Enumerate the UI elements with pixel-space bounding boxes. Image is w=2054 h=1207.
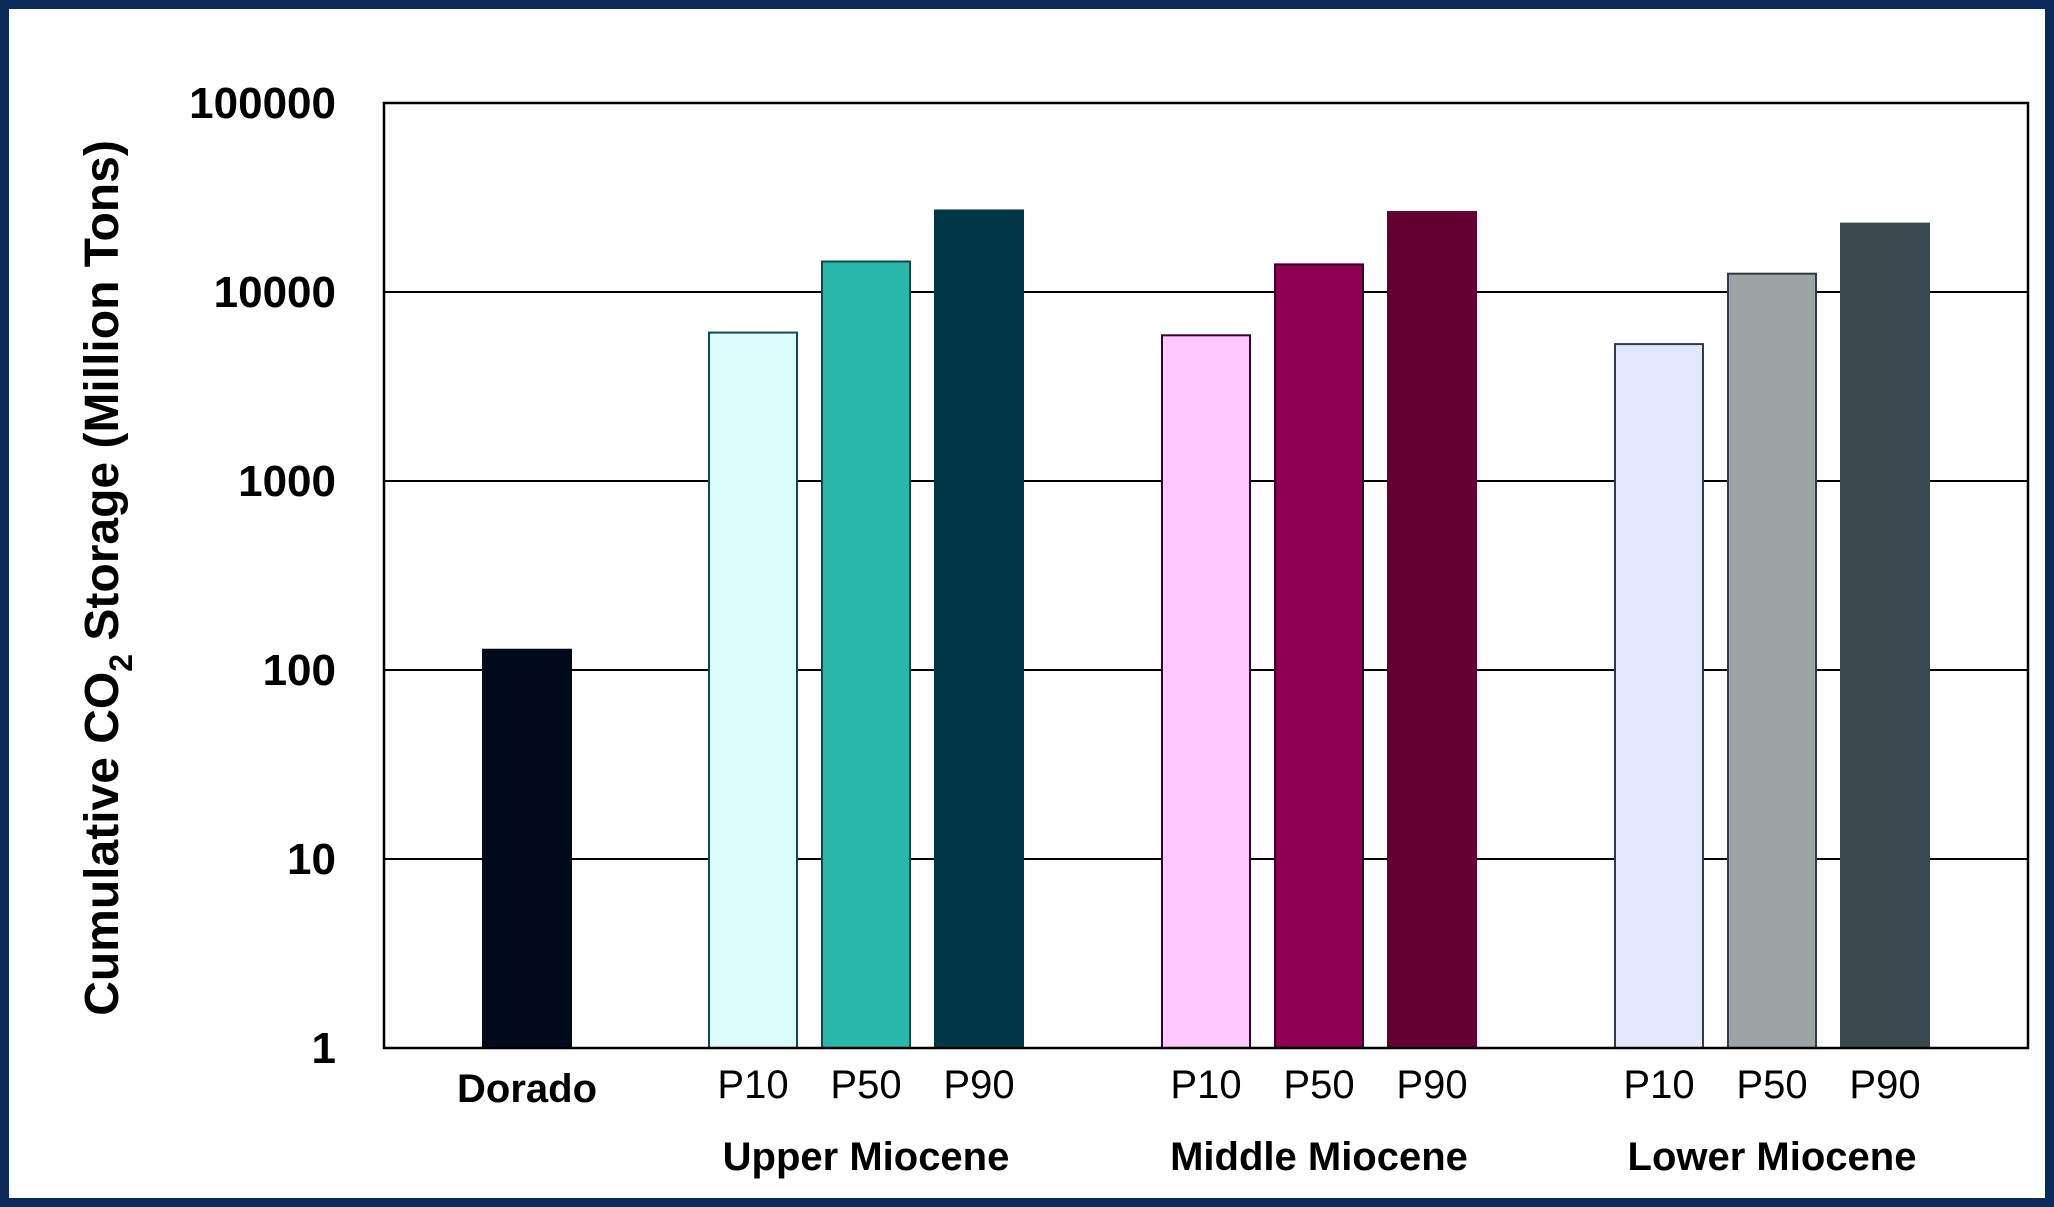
bar-lower-miocene-p90 xyxy=(1840,222,1930,1050)
bar-middle-miocene-p10 xyxy=(1161,334,1251,1049)
y-tick-labels: 1 10 100 1000 10000 100000 xyxy=(189,79,336,1073)
bar-lower-miocene-p50 xyxy=(1727,272,1817,1049)
bar-upper-miocene-p50 xyxy=(821,260,911,1049)
group-label-lower-miocene: Lower Miocene xyxy=(1628,1135,1917,1179)
x-label-middle-miocene-p50: P50 xyxy=(1283,1063,1354,1107)
y-axis-label-subscript: 2 xyxy=(103,654,139,672)
x-label-dorado: Dorado xyxy=(457,1067,597,1111)
group-label-middle-miocene: Middle Miocene xyxy=(1170,1135,1468,1179)
bar-middle-miocene-p90 xyxy=(1387,211,1477,1049)
y-tick-10: 10 xyxy=(287,835,336,884)
y-tick-100: 100 xyxy=(263,646,336,695)
y-tick-100000: 100000 xyxy=(189,79,336,128)
group-label-upper-miocene: Upper Miocene xyxy=(723,1135,1010,1179)
bar-dorado xyxy=(482,648,572,1049)
x-label-lower-miocene-p10: P10 xyxy=(1623,1063,1694,1107)
x-label-middle-miocene-p90: P90 xyxy=(1396,1063,1467,1107)
x-category-labels: Dorado P10 P50 P90 P10 P50 P90 P10 P50 P90 xyxy=(457,1063,1921,1111)
y-axis-label-prefix: Cumulative CO xyxy=(76,672,129,1016)
x-label-lower-miocene-p50: P50 xyxy=(1736,1063,1807,1107)
x-label-upper-miocene-p90: P90 xyxy=(943,1063,1014,1107)
plot-area xyxy=(382,101,2030,1050)
bars xyxy=(482,209,1930,1050)
x-label-upper-miocene-p10: P10 xyxy=(717,1063,788,1107)
x-group-labels: Upper Miocene Middle Miocene Lower Miocene xyxy=(723,1135,1917,1179)
x-label-lower-miocene-p90: P90 xyxy=(1849,1063,1920,1107)
x-label-middle-miocene-p10: P10 xyxy=(1170,1063,1241,1107)
y-axis-label: Cumulative CO2 Storage (Million Tons) xyxy=(76,140,139,1016)
bar-upper-miocene-p10 xyxy=(708,331,798,1050)
bar-upper-miocene-p90 xyxy=(934,209,1024,1050)
bar-middle-miocene-p50 xyxy=(1274,263,1364,1050)
y-tick-1000: 1000 xyxy=(238,457,336,506)
x-label-upper-miocene-p50: P50 xyxy=(830,1063,901,1107)
bar-lower-miocene-p10 xyxy=(1614,343,1704,1049)
y-axis-label-suffix: Storage (Million Tons) xyxy=(76,140,129,654)
y-tick-10000: 10000 xyxy=(214,268,336,317)
y-tick-1: 1 xyxy=(312,1024,336,1073)
